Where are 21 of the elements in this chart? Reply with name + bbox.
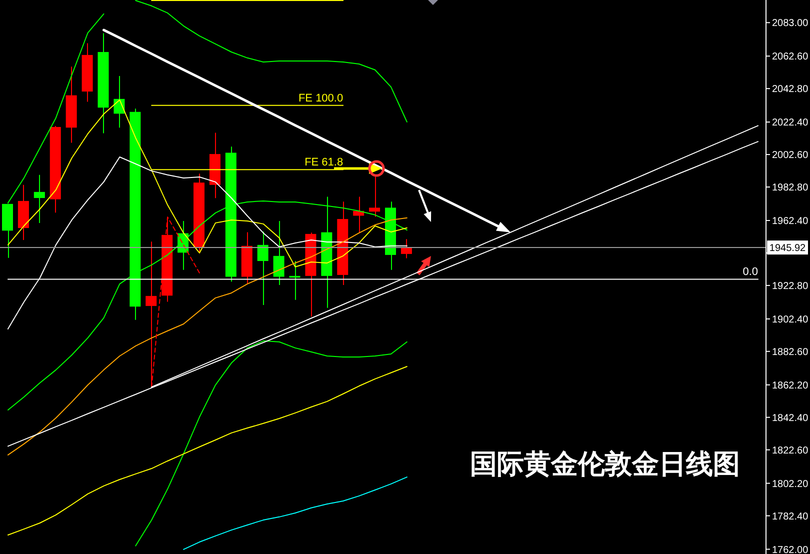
ref-line-label: 1945.92 <box>769 243 806 254</box>
y-tick-label: 2083.00 <box>772 18 809 30</box>
y-tick-label: 1822.60 <box>772 445 809 456</box>
y-tick-label: 2062.60 <box>772 52 809 63</box>
y-tick-label: 2042.80 <box>772 84 809 96</box>
y-tick-label: 1802.20 <box>772 478 809 490</box>
y-tick-label: 1862.20 <box>772 380 809 392</box>
y-tick-label: 1902.40 <box>772 314 809 326</box>
series-label: FE 61.8 <box>304 156 344 169</box>
y-tick-label: 2002.60 <box>772 150 809 162</box>
y-tick-label: 1962.40 <box>772 216 809 228</box>
y-tick-label: 1762.00 <box>772 544 809 554</box>
y-tick-label: 1922.80 <box>772 281 809 292</box>
y-tick-label: 1782.40 <box>772 511 809 522</box>
series-label: 0.0 <box>742 266 758 278</box>
y-tick-label: 2022.40 <box>772 118 809 129</box>
y-tick-label: 1882.60 <box>772 346 809 358</box>
series-label: FE 100.0 <box>298 92 344 104</box>
text: 国际黄金伦敦金日线图 <box>470 449 740 480</box>
y-tick-label: 1842.40 <box>772 412 809 424</box>
y-tick-label: 1982.80 <box>772 182 809 194</box>
